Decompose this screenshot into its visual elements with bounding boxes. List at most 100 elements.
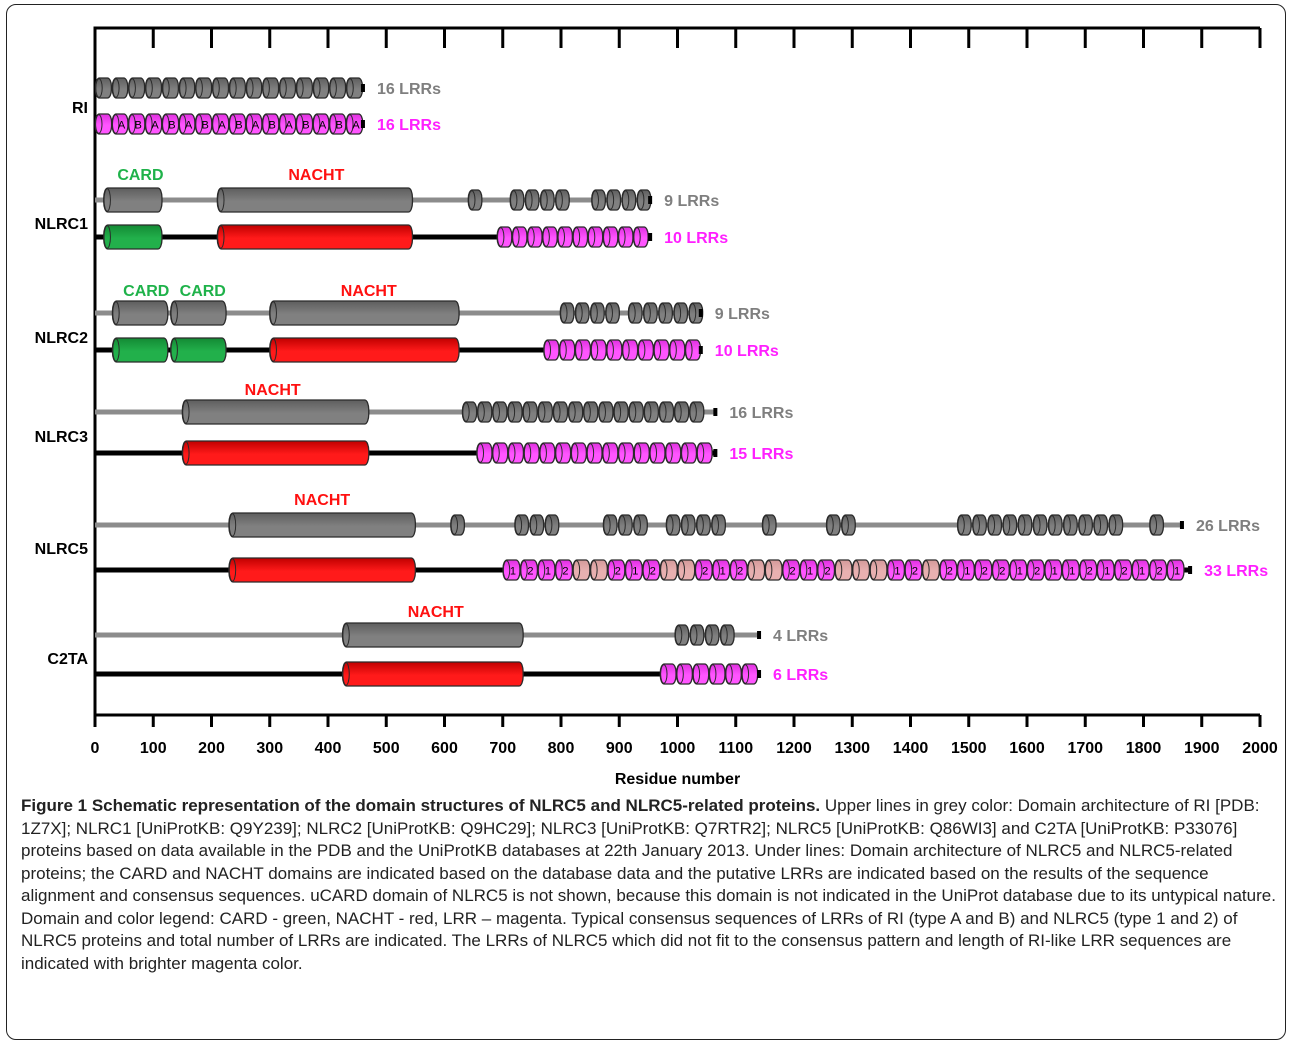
lrr-segment — [602, 514, 618, 536]
lrr-segment — [724, 663, 742, 685]
lrr-segment — [921, 559, 940, 581]
lrr-segment — [741, 663, 759, 685]
lrr-segment — [245, 77, 263, 99]
x-tick-label: 900 — [606, 740, 633, 757]
domain-nacht — [216, 224, 414, 250]
lrr-segment — [659, 559, 678, 581]
lrr-segment — [680, 514, 696, 536]
track-end-cap — [713, 449, 718, 457]
lrr-segment — [1148, 559, 1168, 581]
lrr-segment — [816, 559, 836, 581]
track-database: 16 LRRs — [94, 77, 441, 99]
lrr-segment — [245, 113, 263, 135]
lrr-type-label: A — [352, 120, 360, 132]
lrr-segment — [696, 442, 713, 464]
lrr-type-label: 1 — [1139, 566, 1145, 578]
lrr-segment — [476, 442, 493, 464]
lrr-segment — [476, 401, 493, 423]
lrr-segment — [195, 77, 213, 99]
lrr-segment — [673, 401, 690, 423]
lrr-segment — [554, 442, 572, 464]
x-tick-label: 1800 — [1126, 740, 1162, 757]
lrr-segment — [542, 226, 558, 248]
lrr-segment — [869, 559, 888, 581]
lrr-segment — [764, 559, 783, 581]
lrr-type-label: 2 — [527, 566, 533, 578]
lrr-segment — [621, 339, 639, 361]
domain-database — [170, 300, 227, 326]
domain-nacht — [181, 440, 370, 466]
lrr-segment — [559, 302, 575, 324]
lrr-segment — [509, 189, 525, 211]
track-end-cap — [698, 346, 703, 354]
lrr-segment — [851, 559, 871, 581]
lrr-segment — [1047, 514, 1063, 536]
lrr-segment — [1017, 514, 1033, 536]
track-end-cap — [757, 631, 762, 639]
lrr-type-label: A — [118, 120, 126, 132]
lrr-type-label: 2 — [737, 566, 743, 578]
domain-card — [111, 337, 169, 363]
domain-title-card: CARD — [180, 283, 226, 300]
protein-nlrc2: NLRC2 CARD CARD NACHT 9 LRRs 10 LRRs — [35, 283, 779, 363]
lrr-segment — [496, 226, 513, 248]
figure-caption: Figure 1 Schematic representation of the… — [21, 795, 1276, 975]
lrr-segment — [161, 113, 180, 135]
lrr-segment — [633, 442, 650, 464]
lrr-type-label: 1 — [964, 566, 970, 578]
track-predicted: 1 2 1 2 2 1 2 2 1 2 2 1 2 1 2 2 1 2 2 1 2 1 1 2 1 2 1 2 1 33 LRRs — [95, 557, 1268, 583]
domain-nacht — [269, 337, 460, 363]
caption-body: Upper lines in grey color: Domain archit… — [21, 796, 1276, 973]
protein-c2ta: C2TA NACHT 4 LRRs 6 LRRs — [47, 604, 828, 687]
lrr-segment — [658, 401, 675, 423]
lrr-segment — [450, 514, 466, 536]
lrr-segment — [674, 624, 690, 646]
track-database: 9 LRRs — [95, 300, 770, 326]
lrr-type-label: A — [319, 120, 327, 132]
lrr-segment — [1149, 514, 1165, 536]
domain-database — [111, 300, 169, 326]
protein-nlrc3: NLRC3 NACHT 16 LRRs 15 LRRs — [35, 382, 793, 466]
x-tick-label: 1500 — [951, 740, 987, 757]
x-tick-label: 1700 — [1067, 740, 1103, 757]
lrr-segment — [491, 442, 509, 464]
lrr-segment — [695, 514, 711, 536]
lrr-count-label: 9 LRRs — [715, 306, 770, 323]
lrr-segment — [582, 401, 599, 423]
lrr-segment — [956, 514, 972, 536]
lrr-segment — [1166, 559, 1185, 581]
lrr-segment — [1002, 514, 1018, 536]
lrr-type-label: A — [185, 120, 193, 132]
lrr-segment — [1061, 559, 1080, 581]
lrr-segment — [987, 514, 1003, 536]
lrr-segment — [673, 302, 689, 324]
lrr-segment — [589, 302, 605, 324]
lrr-type-label: 1 — [632, 566, 638, 578]
lrr-segment — [664, 442, 682, 464]
lrr-segment — [523, 442, 540, 464]
lrr-segment — [708, 663, 726, 685]
lrr-type-label: 2 — [790, 566, 796, 578]
lrr-segment — [1079, 559, 1098, 581]
lrr-segment — [522, 401, 538, 423]
domain-nacht — [341, 661, 524, 687]
lrr-segment — [761, 514, 777, 536]
lrr-segment — [178, 77, 196, 99]
lrr-segment — [587, 226, 604, 248]
lrr-segment — [572, 559, 591, 581]
lrr-segment — [295, 77, 314, 99]
lrr-segment — [544, 514, 560, 536]
lrr-count-label: 16 LRRs — [729, 405, 793, 422]
lrr-segment — [586, 442, 603, 464]
x-tick-label: 700 — [489, 740, 516, 757]
track-end-cap — [648, 196, 653, 204]
track-end-cap — [360, 84, 365, 92]
lrr-type-label: B — [134, 120, 141, 132]
lrr-segment — [558, 339, 576, 361]
protein-label: NLRC2 — [35, 330, 88, 347]
track-predicted: 10 LRRs — [95, 224, 728, 250]
domain-title-nacht: NACHT — [288, 167, 344, 184]
lrr-segment — [675, 663, 693, 685]
lrr-segment — [1062, 514, 1078, 536]
caption-title: Figure 1 Schematic representation of the… — [21, 796, 821, 815]
